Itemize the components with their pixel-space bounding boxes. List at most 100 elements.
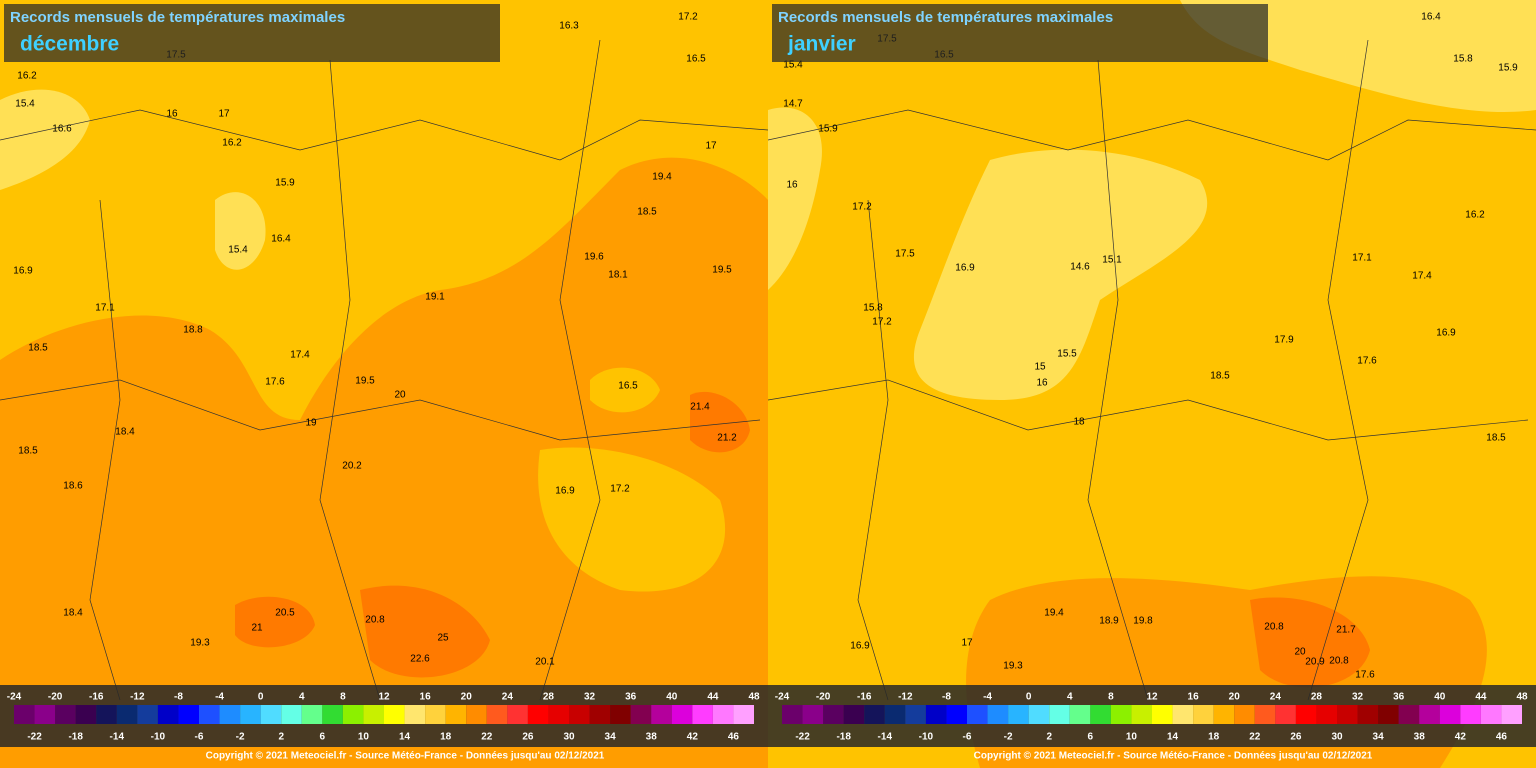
station-value: 17.6 [1355, 670, 1375, 681]
legend-swatch [281, 705, 302, 724]
legend-swatch [1419, 705, 1440, 724]
legend-swatch [630, 705, 652, 724]
legend-bottom-tick: 14 [399, 732, 411, 743]
legend-bottom-tick: 22 [481, 732, 493, 743]
legend-top-tick: 4 [299, 692, 305, 703]
legend-top-tick: -20 [816, 692, 831, 703]
legend-swatch [733, 705, 754, 724]
legend-top-tick: -16 [89, 692, 104, 703]
station-value: 17.2 [678, 12, 698, 23]
legend-swatch [1234, 705, 1255, 724]
copyright: Copyright © 2021 Meteociel.fr - Source M… [206, 751, 605, 762]
station-value: 19.5 [355, 376, 375, 387]
legend-swatch [137, 705, 158, 724]
station-value: 18.5 [1486, 433, 1506, 444]
legend-swatch [1398, 705, 1420, 724]
legend-bottom-tick: -6 [963, 732, 972, 743]
legend-bottom-tick: 2 [278, 732, 284, 743]
station-value: 21.4 [690, 402, 710, 413]
legend-swatch [1110, 705, 1132, 724]
station-value: 15.5 [1057, 349, 1077, 360]
station-value: 19.1 [425, 292, 445, 303]
legend-bottom-tick: 30 [1331, 732, 1343, 743]
legend-top-tick: 40 [666, 692, 678, 703]
station-value: 17 [218, 109, 230, 120]
month-label: décembre [20, 33, 119, 56]
station-value: 17.2 [610, 484, 630, 495]
legend-bottom-tick: 38 [646, 732, 658, 743]
legend-top-tick: -4 [983, 692, 992, 703]
legend-top-tick: 12 [378, 692, 390, 703]
station-value: 19.5 [712, 265, 732, 276]
panel: 17.516.515.414.715.91617.217.515.817.216… [768, 4, 1536, 762]
station-value: 16.3 [559, 21, 579, 32]
legend-swatch [1439, 705, 1461, 724]
legend-top-tick: 20 [461, 692, 473, 703]
legend-bottom-tick: 42 [1455, 732, 1467, 743]
station-value: 17.4 [290, 350, 310, 361]
month-label: janvier [787, 33, 856, 56]
station-value: 15.8 [1453, 54, 1473, 65]
legend-bottom-tick: 26 [522, 732, 534, 743]
station-value: 20.1 [535, 657, 555, 668]
legend-top-tick: 32 [1352, 692, 1364, 703]
legend-top-tick: 24 [1270, 692, 1282, 703]
legend-bottom-tick: 46 [728, 732, 740, 743]
legend-swatch [1378, 705, 1399, 724]
legend-swatch [34, 705, 56, 724]
station-value: 19.6 [584, 252, 604, 263]
station-value: 16.9 [955, 263, 975, 274]
legend-top-tick: 12 [1146, 692, 1158, 703]
legend-swatch [1069, 705, 1091, 724]
station-value: 15.9 [275, 178, 295, 189]
legend-bottom-tick: -6 [195, 732, 204, 743]
station-value: 20 [394, 390, 406, 401]
legend-swatch [548, 705, 569, 724]
station-value: 22.6 [410, 654, 430, 665]
legend-swatch [14, 705, 35, 724]
legend-bottom-tick: -18 [836, 732, 851, 743]
station-value: 15.4 [783, 60, 803, 71]
station-value: 16.6 [52, 124, 72, 135]
legend-swatch [987, 705, 1009, 724]
legend-bottom-tick: 22 [1249, 732, 1261, 743]
legend-bottom-tick: 18 [1208, 732, 1220, 743]
legend-swatch [178, 705, 199, 724]
station-value: 15.8 [863, 303, 883, 314]
station-value: 16 [166, 109, 178, 120]
station-value: 18.8 [183, 325, 203, 336]
station-value: 17.6 [1357, 356, 1377, 367]
station-value: 19.4 [652, 172, 672, 183]
legend-swatch [823, 705, 844, 724]
title-box [772, 4, 1268, 62]
legend-swatch [1480, 705, 1502, 724]
title-box [4, 4, 500, 62]
legend-top-tick: 20 [1229, 692, 1241, 703]
station-value: 16.2 [1465, 210, 1485, 221]
station-value: 15 [1034, 362, 1046, 373]
legend-swatch [1152, 705, 1173, 724]
legend-swatch [466, 705, 487, 724]
station-value: 20.8 [365, 615, 385, 626]
legend-swatch [1460, 705, 1481, 724]
station-value: 17.5 [895, 249, 915, 260]
legend-swatch [116, 705, 138, 724]
legend-top-tick: 8 [1108, 692, 1114, 703]
legend-bottom-tick: 2 [1046, 732, 1052, 743]
legend-top-tick: -8 [942, 692, 951, 703]
station-value: 20.8 [1329, 656, 1349, 667]
legend-top-tick: 32 [584, 692, 596, 703]
legend-top-tick: 28 [1311, 692, 1323, 703]
legend-top-tick: 8 [340, 692, 346, 703]
legend-bottom-tick: -14 [878, 732, 893, 743]
copyright: Copyright © 2021 Meteociel.fr - Source M… [974, 751, 1373, 762]
legend-swatch [651, 705, 672, 724]
station-value: 16.5 [686, 54, 706, 65]
station-value: 15.4 [15, 99, 35, 110]
station-value: 18.1 [608, 270, 628, 281]
legend-swatch [905, 705, 926, 724]
borders [0, 39, 1536, 701]
legend-swatch [404, 705, 426, 724]
map-title: Records mensuels de températures maximal… [10, 9, 345, 26]
